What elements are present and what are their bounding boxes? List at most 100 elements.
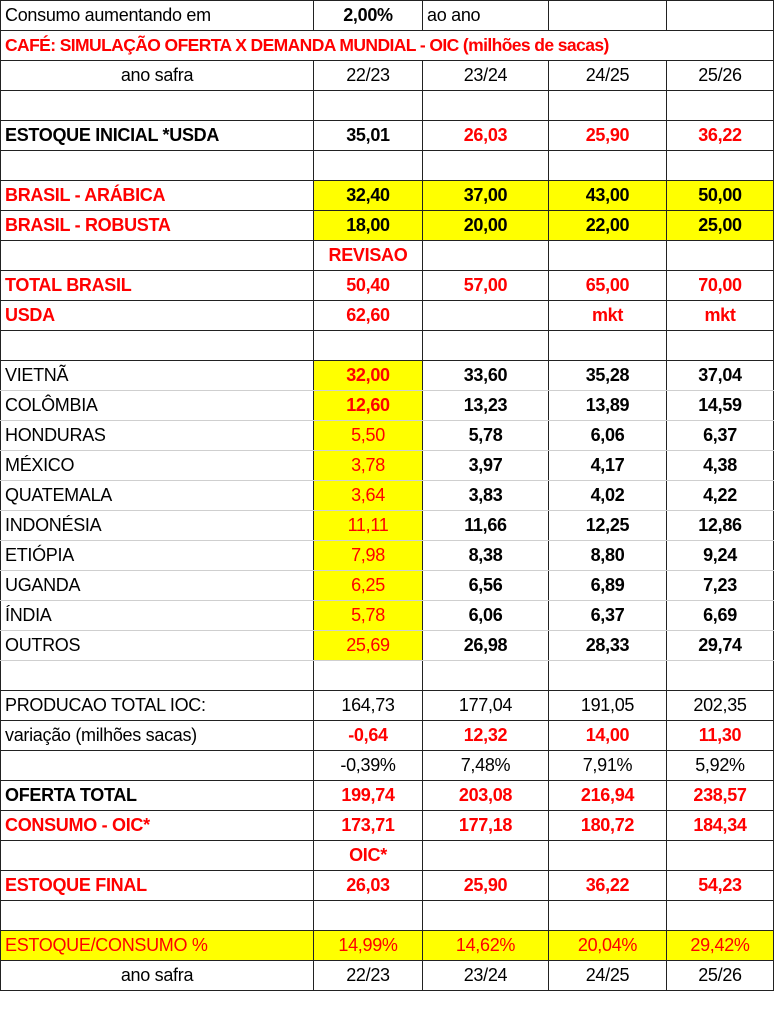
- row-label[interactable]: [0, 840, 314, 871]
- value-cell[interactable]: 6,69: [666, 600, 774, 631]
- value-cell[interactable]: [548, 90, 667, 121]
- value-cell[interactable]: 203,08: [422, 780, 549, 811]
- value-cell[interactable]: 25/26: [666, 960, 774, 991]
- value-cell[interactable]: 3,83: [422, 480, 549, 511]
- value-cell[interactable]: 14,00: [548, 720, 667, 751]
- value-cell[interactable]: 50,00: [666, 180, 774, 211]
- value-cell[interactable]: 7,23: [666, 570, 774, 601]
- value-cell[interactable]: [313, 330, 423, 361]
- value-cell[interactable]: 7,98: [313, 540, 423, 571]
- row-label[interactable]: OFERTA TOTAL: [0, 780, 314, 811]
- value-cell[interactable]: 6,06: [548, 420, 667, 451]
- value-cell[interactable]: 43,00: [548, 180, 667, 211]
- value-cell[interactable]: [666, 900, 774, 931]
- row-label[interactable]: ESTOQUE/CONSUMO %: [0, 930, 314, 961]
- row-label[interactable]: MÉXICO: [0, 450, 314, 481]
- row-label[interactable]: HONDURAS: [0, 420, 314, 451]
- row-label[interactable]: TOTAL BRASIL: [0, 270, 314, 301]
- value-cell[interactable]: 32,40: [313, 180, 423, 211]
- value-cell[interactable]: 12,32: [422, 720, 549, 751]
- value-cell[interactable]: 177,04: [422, 690, 549, 721]
- value-cell[interactable]: 20,04%: [548, 930, 667, 961]
- value-cell[interactable]: 25/26: [666, 60, 774, 91]
- value-cell[interactable]: [548, 330, 667, 361]
- value-cell[interactable]: 29,74: [666, 630, 774, 661]
- value-cell[interactable]: -0,64: [313, 720, 423, 751]
- row-label[interactable]: variação (milhões sacas): [0, 720, 314, 751]
- row-label[interactable]: ÍNDIA: [0, 600, 314, 631]
- row-label[interactable]: ano safra: [0, 60, 314, 91]
- value-cell[interactable]: [666, 330, 774, 361]
- value-cell[interactable]: 50,40: [313, 270, 423, 301]
- value-cell[interactable]: 6,37: [548, 600, 667, 631]
- value-cell[interactable]: 14,62%: [422, 930, 549, 961]
- row-label[interactable]: COLÔMBIA: [0, 390, 314, 421]
- value-cell[interactable]: 177,18: [422, 810, 549, 841]
- value-cell[interactable]: [313, 90, 423, 121]
- consumption-growth-rate[interactable]: 2,00%: [313, 0, 423, 31]
- value-cell[interactable]: 26,03: [422, 120, 549, 151]
- value-cell[interactable]: 25,90: [422, 870, 549, 901]
- value-cell[interactable]: 35,01: [313, 120, 423, 151]
- value-cell[interactable]: [422, 900, 549, 931]
- value-cell[interactable]: 4,17: [548, 450, 667, 481]
- value-cell[interactable]: 4,02: [548, 480, 667, 511]
- value-cell[interactable]: 62,60: [313, 300, 423, 331]
- value-cell[interactable]: 7,48%: [422, 750, 549, 781]
- value-cell[interactable]: 26,03: [313, 870, 423, 901]
- value-cell[interactable]: [422, 330, 549, 361]
- row-label[interactable]: ESTOQUE INICIAL *USDA: [0, 120, 314, 151]
- value-cell[interactable]: 11,66: [422, 510, 549, 541]
- row-label[interactable]: [0, 240, 314, 271]
- row-label[interactable]: INDONÉSIA: [0, 510, 314, 541]
- value-cell[interactable]: 6,89: [548, 570, 667, 601]
- value-cell[interactable]: [548, 240, 667, 271]
- value-cell[interactable]: 191,05: [548, 690, 667, 721]
- value-cell[interactable]: 6,37: [666, 420, 774, 451]
- value-cell[interactable]: 238,57: [666, 780, 774, 811]
- row-label[interactable]: UGANDA: [0, 570, 314, 601]
- value-cell[interactable]: 22/23: [313, 960, 423, 991]
- value-cell[interactable]: [422, 300, 549, 331]
- value-cell[interactable]: [422, 90, 549, 121]
- value-cell[interactable]: 37,00: [422, 180, 549, 211]
- value-cell[interactable]: 4,22: [666, 480, 774, 511]
- value-cell[interactable]: 25,90: [548, 120, 667, 151]
- consumption-growth-label[interactable]: Consumo aumentando em: [0, 0, 314, 31]
- value-cell[interactable]: 3,64: [313, 480, 423, 511]
- value-cell[interactable]: 5,78: [422, 420, 549, 451]
- row-label[interactable]: USDA: [0, 300, 314, 331]
- value-cell[interactable]: 3,97: [422, 450, 549, 481]
- value-cell[interactable]: [422, 840, 549, 871]
- row-label[interactable]: QUATEMALA: [0, 480, 314, 511]
- row-label[interactable]: BRASIL - ARÁBICA: [0, 180, 314, 211]
- value-cell[interactable]: 57,00: [422, 270, 549, 301]
- value-cell[interactable]: 54,23: [666, 870, 774, 901]
- row-label[interactable]: [0, 330, 314, 361]
- value-cell[interactable]: [313, 660, 423, 691]
- value-cell[interactable]: 216,94: [548, 780, 667, 811]
- value-cell[interactable]: 7,91%: [548, 750, 667, 781]
- value-cell[interactable]: [666, 660, 774, 691]
- value-cell[interactable]: 14,59: [666, 390, 774, 421]
- value-cell[interactable]: [422, 150, 549, 181]
- value-cell[interactable]: [666, 240, 774, 271]
- value-cell[interactable]: 32,00: [313, 360, 423, 391]
- empty-cell[interactable]: [666, 0, 774, 31]
- value-cell[interactable]: 12,86: [666, 510, 774, 541]
- value-cell[interactable]: 6,25: [313, 570, 423, 601]
- value-cell[interactable]: 4,38: [666, 450, 774, 481]
- value-cell[interactable]: 24/25: [548, 960, 667, 991]
- row-label[interactable]: PRODUCAO TOTAL IOC:: [0, 690, 314, 721]
- value-cell[interactable]: [548, 900, 667, 931]
- value-cell[interactable]: 23/24: [422, 960, 549, 991]
- value-cell[interactable]: [666, 90, 774, 121]
- value-cell[interactable]: mkt: [548, 300, 667, 331]
- value-cell[interactable]: 22/23: [313, 60, 423, 91]
- row-label[interactable]: [0, 660, 314, 691]
- row-label[interactable]: [0, 150, 314, 181]
- value-cell[interactable]: 70,00: [666, 270, 774, 301]
- value-cell[interactable]: 36,22: [666, 120, 774, 151]
- row-label[interactable]: OUTROS: [0, 630, 314, 661]
- value-cell[interactable]: 13,89: [548, 390, 667, 421]
